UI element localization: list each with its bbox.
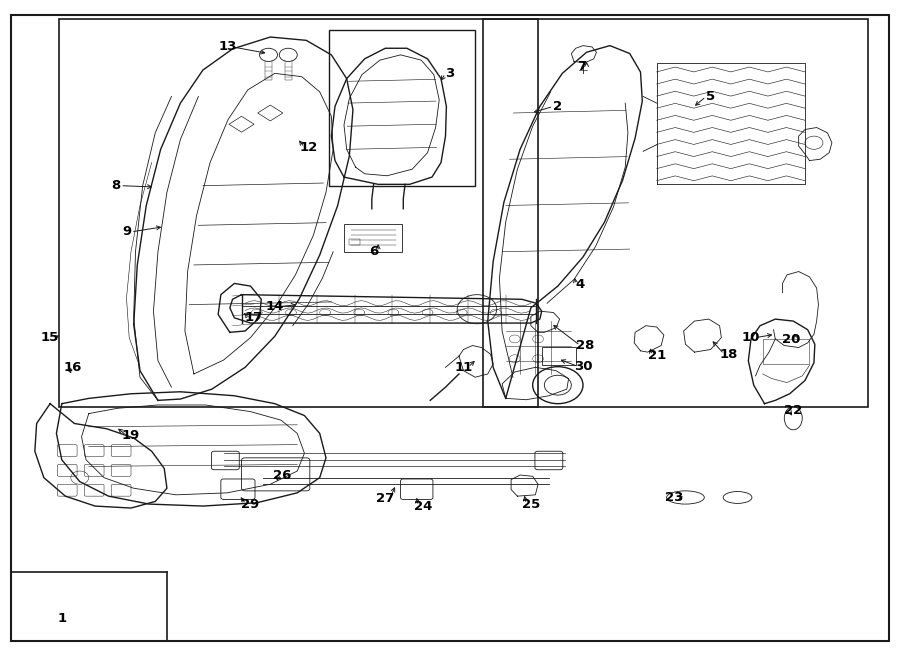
- Text: 30: 30: [573, 360, 592, 373]
- Text: 9: 9: [122, 225, 131, 238]
- Text: 21: 21: [648, 349, 666, 362]
- Bar: [59, 19, 538, 407]
- Text: 15: 15: [41, 331, 59, 344]
- Bar: [344, 224, 402, 252]
- Text: 3: 3: [446, 67, 454, 80]
- Text: 7: 7: [578, 60, 587, 73]
- Bar: [483, 19, 868, 407]
- Bar: [328, 30, 475, 185]
- Text: 20: 20: [782, 333, 801, 346]
- Bar: [349, 238, 360, 245]
- Bar: [542, 347, 576, 365]
- Text: 6: 6: [369, 245, 378, 258]
- Text: 18: 18: [719, 348, 738, 361]
- Text: 22: 22: [784, 404, 803, 417]
- Text: 27: 27: [376, 493, 394, 505]
- Text: 14: 14: [266, 300, 284, 313]
- Text: 29: 29: [241, 498, 259, 510]
- Text: 10: 10: [742, 331, 760, 344]
- Text: 4: 4: [576, 278, 585, 291]
- Text: 17: 17: [245, 311, 263, 324]
- Text: 24: 24: [414, 500, 432, 512]
- Text: 8: 8: [111, 179, 121, 192]
- Text: 5: 5: [706, 90, 716, 103]
- Text: 19: 19: [122, 429, 140, 442]
- Text: 12: 12: [300, 141, 318, 154]
- Text: 26: 26: [273, 469, 291, 481]
- Text: 23: 23: [665, 491, 684, 504]
- Text: 25: 25: [522, 498, 540, 510]
- Text: 11: 11: [454, 361, 472, 374]
- Bar: [762, 339, 809, 364]
- Text: 13: 13: [219, 40, 238, 54]
- Text: 28: 28: [576, 339, 594, 352]
- Text: 1: 1: [58, 612, 67, 625]
- Text: 2: 2: [554, 100, 562, 113]
- Text: 16: 16: [63, 361, 82, 374]
